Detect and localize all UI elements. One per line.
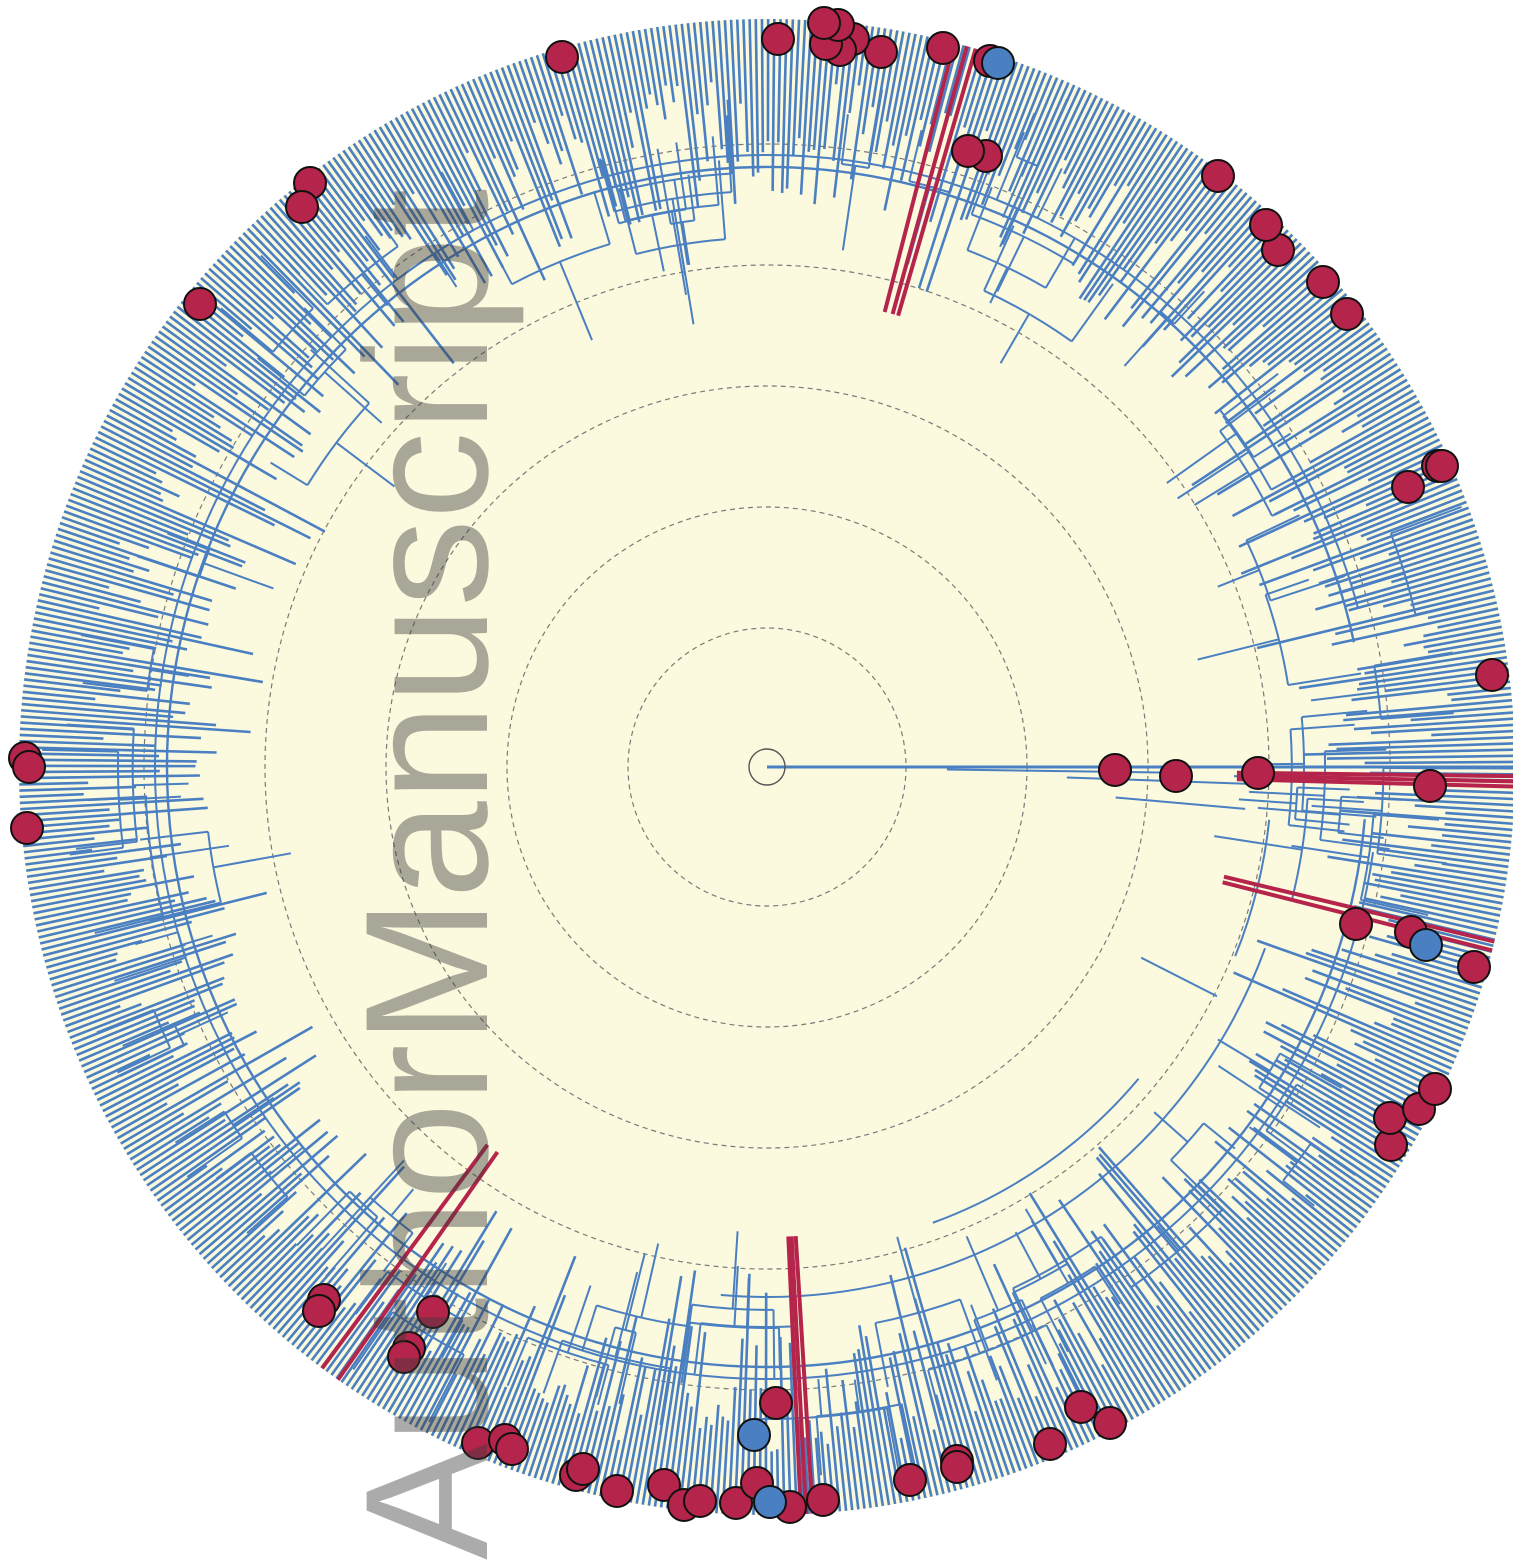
marker-red bbox=[941, 1451, 973, 1483]
marker-red bbox=[1202, 160, 1234, 192]
marker-red bbox=[807, 1484, 839, 1516]
clade-branch bbox=[779, 1328, 780, 1370]
marker-red bbox=[1458, 951, 1490, 983]
marker-red bbox=[1426, 450, 1458, 482]
marker-red bbox=[1392, 471, 1424, 503]
marker-red bbox=[546, 41, 578, 73]
marker-red bbox=[184, 288, 216, 320]
marker-blue bbox=[982, 47, 1014, 79]
marker-red bbox=[1034, 1428, 1066, 1460]
marker-red bbox=[496, 1433, 528, 1465]
marker-red bbox=[1099, 754, 1131, 786]
marker-red bbox=[1414, 770, 1446, 802]
tip-lineage bbox=[19, 760, 197, 762]
marker-red bbox=[11, 812, 43, 844]
marker-red bbox=[927, 32, 959, 64]
marker-red bbox=[894, 1464, 926, 1496]
marker-red bbox=[388, 1341, 420, 1373]
marker-red bbox=[1419, 1073, 1451, 1105]
marker-red bbox=[1331, 298, 1363, 330]
marker-red bbox=[417, 1296, 449, 1328]
marker-red bbox=[1476, 659, 1508, 691]
marker-blue bbox=[1410, 929, 1442, 961]
clade-branch bbox=[774, 1310, 775, 1379]
marker-red bbox=[1065, 1391, 1097, 1423]
marker-red bbox=[601, 1475, 633, 1507]
marker-red bbox=[1250, 209, 1282, 241]
circular-phylogenetic-tree bbox=[0, 0, 1513, 1528]
marker-red bbox=[808, 7, 840, 39]
marker-red bbox=[303, 1295, 335, 1327]
marker-red bbox=[684, 1485, 716, 1517]
marker-red bbox=[1374, 1102, 1406, 1134]
phylogeny-figure: AuthorManuscript bbox=[0, 0, 1513, 1528]
marker-red bbox=[567, 1453, 599, 1485]
marker-blue bbox=[754, 1486, 786, 1518]
marker-red bbox=[952, 135, 984, 167]
marker-red bbox=[1340, 908, 1372, 940]
marker-red bbox=[760, 1387, 792, 1419]
marker-blue bbox=[738, 1419, 770, 1451]
marker-red bbox=[1307, 266, 1339, 298]
marker-red bbox=[1094, 1407, 1126, 1439]
marker-red bbox=[1160, 760, 1192, 792]
marker-red bbox=[1242, 757, 1274, 789]
marker-red bbox=[762, 23, 794, 55]
tip-lineage bbox=[1365, 762, 1513, 763]
marker-red bbox=[286, 191, 318, 223]
marker-red bbox=[13, 751, 45, 783]
